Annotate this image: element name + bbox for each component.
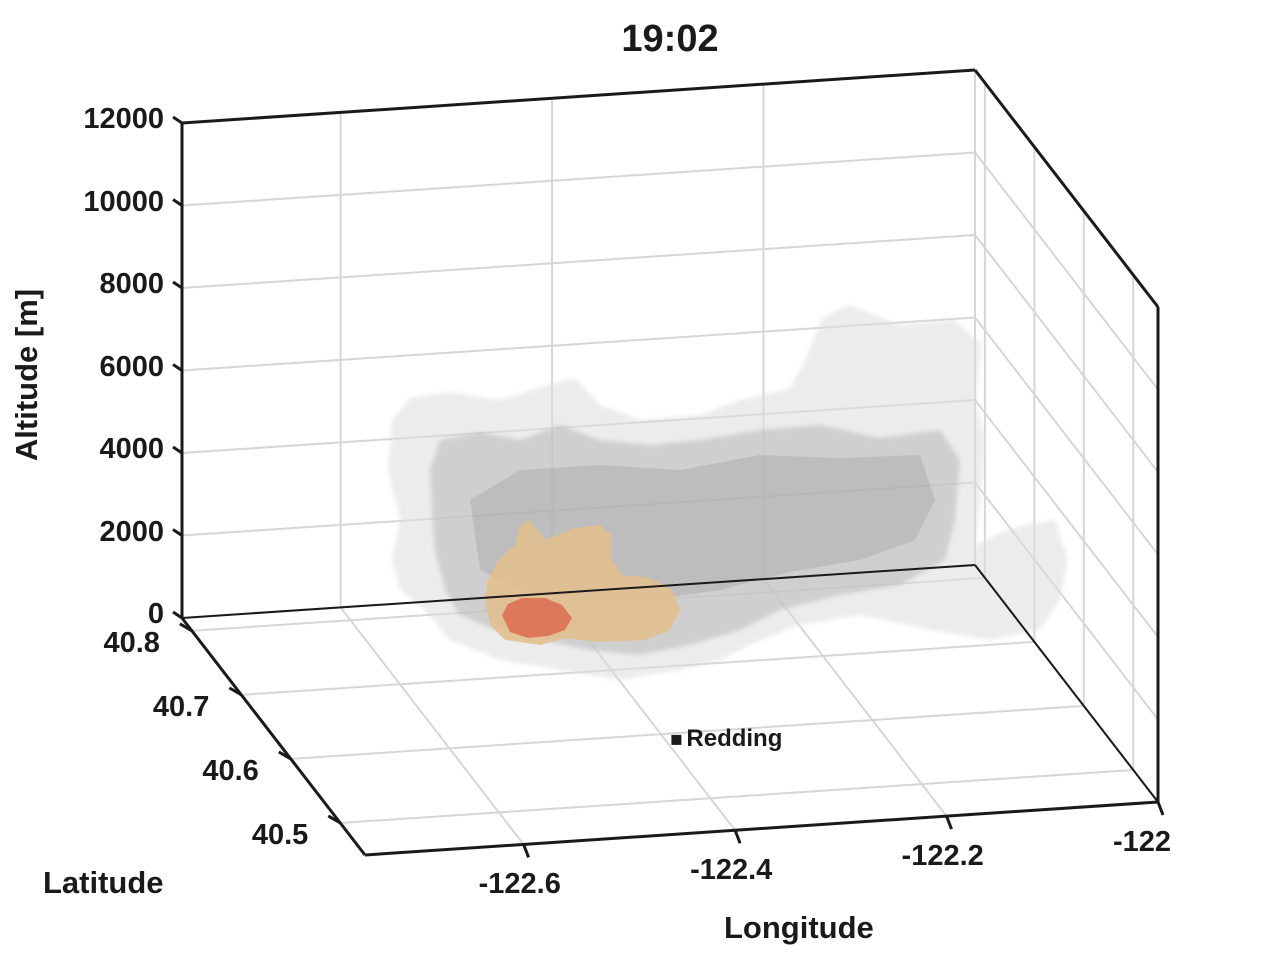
grid-line-floor-lat <box>290 704 1084 760</box>
z-tick <box>172 610 183 620</box>
x-tick <box>945 815 953 830</box>
axis-edge-lon <box>364 800 1159 857</box>
axis-edge-top-side <box>973 69 1160 308</box>
grid-line-side-wall-alt <box>974 481 1159 721</box>
axis-edge-floor-back <box>181 564 976 619</box>
plume-hot-core-surface <box>502 598 572 638</box>
y-tick-label: 40.5 <box>251 818 309 851</box>
y-tick <box>327 814 342 825</box>
smoke-plume-isosurface <box>388 305 1068 680</box>
z-axis-label: Altitude [m] <box>9 288 44 462</box>
z-tick <box>172 445 183 455</box>
y-tick <box>228 686 243 697</box>
y-axis-label: Latitude <box>43 865 164 900</box>
tick-marks <box>172 115 1165 858</box>
z-tick-label: 2000 <box>99 515 164 548</box>
grid-line-back-wall-alt <box>181 234 976 289</box>
grid-line-side-wall-alt <box>974 234 1159 473</box>
x-tick <box>522 843 530 858</box>
axis-edge-floor-right <box>974 564 1159 803</box>
chart-title: 19:02 <box>621 18 719 60</box>
grid-line-side-wall-alt <box>974 316 1159 556</box>
z-tick <box>172 280 183 290</box>
z-tick-label: 12000 <box>83 103 164 135</box>
grid-line-floor-lon <box>339 606 525 846</box>
x-tick-label: -122 <box>1113 826 1172 858</box>
x-tick <box>733 829 742 844</box>
z-tick <box>172 115 183 125</box>
x-tick <box>1156 801 1165 816</box>
z-tick <box>172 528 183 537</box>
grid-line-back-wall-alt <box>181 151 976 207</box>
z-tick <box>172 363 183 372</box>
x-axis-label: Longitude <box>724 910 874 945</box>
z-tick-label: 8000 <box>99 268 164 300</box>
axis-edge-top-back <box>181 68 976 125</box>
y-tick-label: 40.8 <box>103 626 160 659</box>
y-tick-label: 40.6 <box>202 754 259 787</box>
x-tick-label: -122.2 <box>901 840 984 873</box>
z-tick-label: 6000 <box>99 350 164 383</box>
z-tick <box>172 198 183 207</box>
x-tick-label: -122.6 <box>478 868 561 901</box>
y-tick-label: 40.7 <box>152 690 210 723</box>
grid-line-side-wall-alt <box>974 399 1159 638</box>
redding-label: Redding <box>686 724 783 752</box>
y-tick <box>278 750 292 761</box>
x-tick-label: -122.4 <box>690 854 773 887</box>
grid-line-floor-lat <box>340 768 1134 824</box>
z-tick-label: 4000 <box>99 433 164 465</box>
y-tick <box>179 622 193 633</box>
axis-edge-lat <box>180 617 367 856</box>
z-tick-label: 10000 <box>83 185 164 218</box>
grid-line-side-wall-alt <box>974 151 1159 391</box>
z-tick-label: 0 <box>147 598 164 630</box>
redding-marker <box>671 734 682 745</box>
